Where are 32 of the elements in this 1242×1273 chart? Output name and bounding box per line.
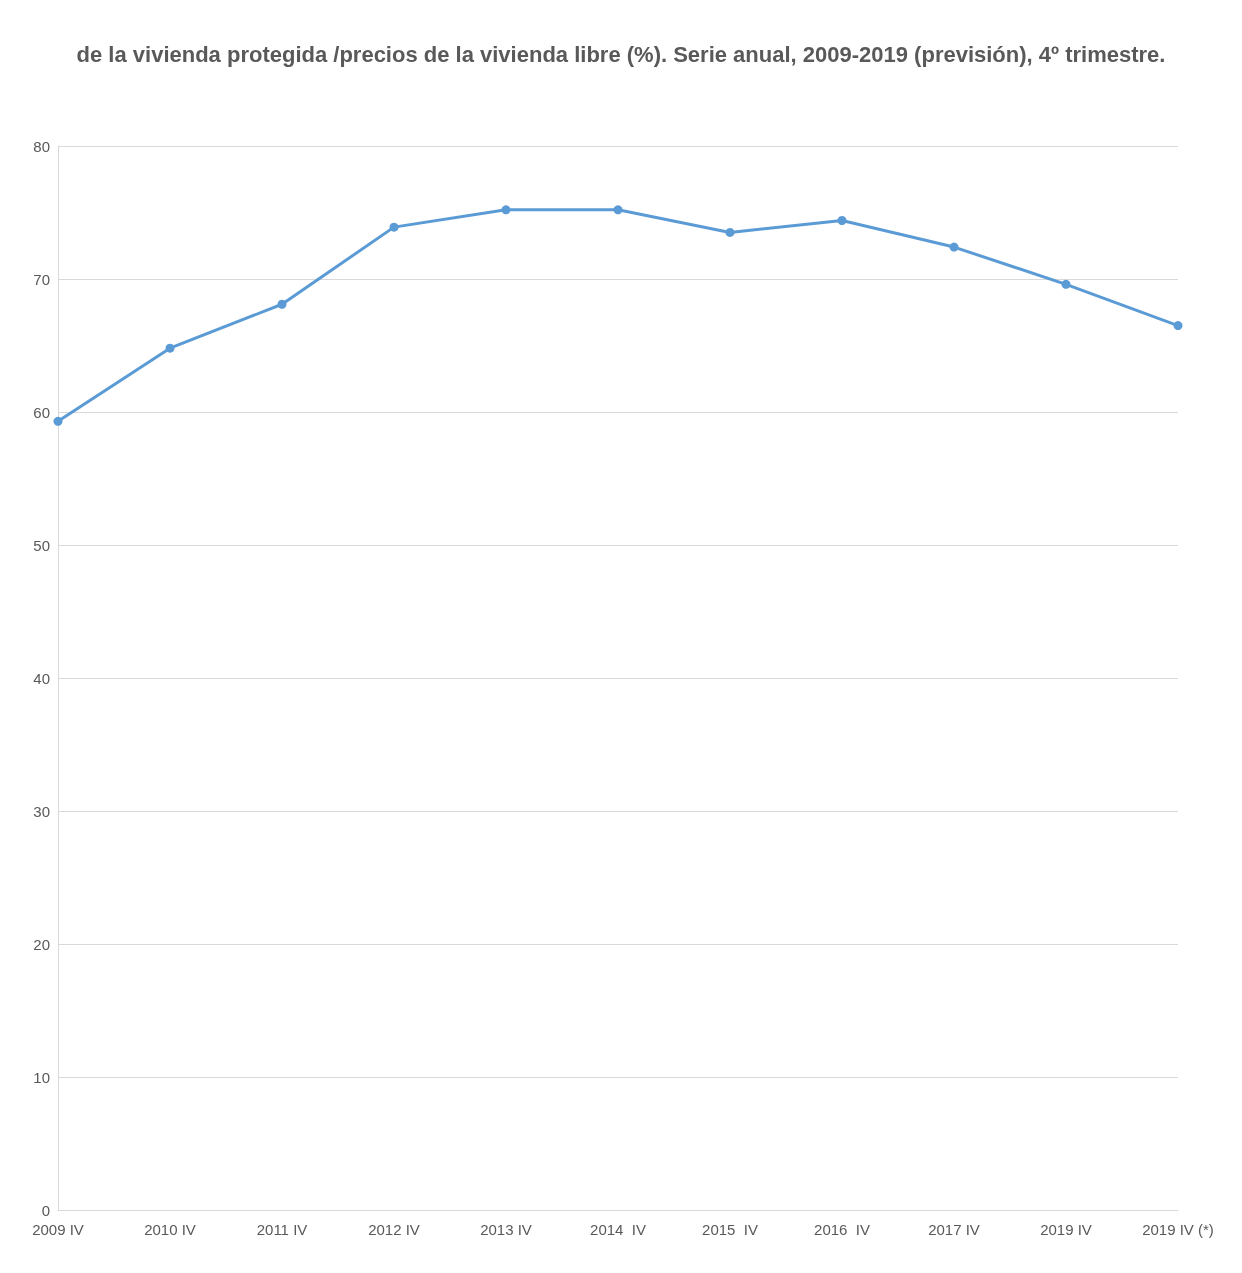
y-tick-label: 50 bbox=[33, 536, 50, 554]
point bbox=[277, 299, 287, 309]
point bbox=[613, 205, 623, 215]
point bbox=[837, 215, 847, 225]
x-tick-label: 2019 IV bbox=[1040, 1221, 1092, 1238]
x-tick-label: 2015 IV bbox=[702, 1221, 758, 1238]
y-tick-label: 60 bbox=[33, 403, 50, 421]
x-tick-label: 2017 IV bbox=[928, 1221, 980, 1238]
y-tick-label: 20 bbox=[33, 935, 50, 953]
point bbox=[1173, 321, 1183, 331]
y-tick-label: 30 bbox=[33, 802, 50, 820]
x-tick-label: 2016 IV bbox=[814, 1221, 870, 1238]
point bbox=[165, 343, 175, 353]
x-tick-label: 2009 IV bbox=[32, 1221, 84, 1238]
y-tick-label: 0 bbox=[41, 1201, 50, 1219]
point bbox=[501, 205, 511, 215]
x-tick-label: 2019 IV (*) bbox=[1142, 1221, 1214, 1238]
point bbox=[725, 227, 735, 237]
x-tick-label: 2013 IV bbox=[480, 1221, 532, 1238]
x-tick-label: 2012 IV bbox=[368, 1221, 420, 1238]
y-tick-label: 40 bbox=[33, 669, 50, 687]
y-tick-label: 80 bbox=[33, 137, 50, 155]
x-tick-label: 2010 IV bbox=[144, 1221, 196, 1238]
y-tick-label: 70 bbox=[33, 270, 50, 288]
y-tick-label: 10 bbox=[33, 1068, 50, 1086]
chart-title: de la vivienda protegida /precios de la vivienda libre (%). Serie anual, 2009-2019 (previsión), 4º trimestre. bbox=[76, 41, 1166, 67]
x-tick-label: 2011 IV bbox=[256, 1221, 308, 1238]
point bbox=[53, 416, 63, 426]
point bbox=[389, 222, 399, 232]
point bbox=[1061, 279, 1071, 289]
x-tick-label: 2014 IV bbox=[590, 1221, 646, 1238]
point bbox=[949, 242, 959, 252]
